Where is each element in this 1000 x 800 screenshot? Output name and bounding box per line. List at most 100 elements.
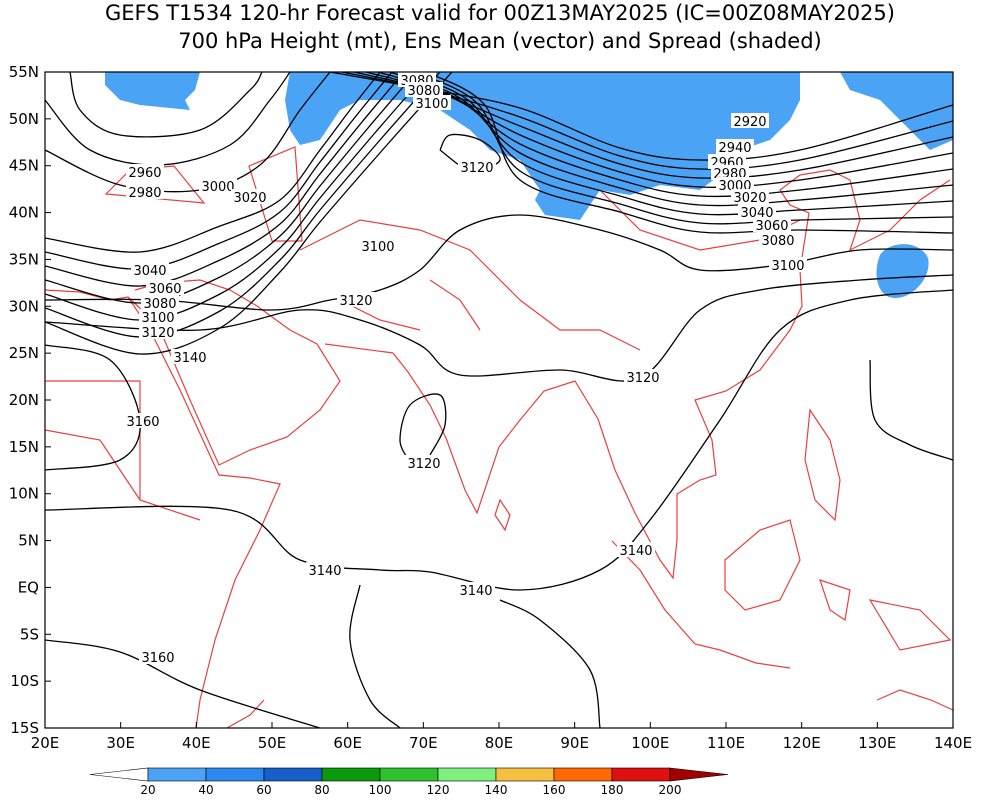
contour-label-bg xyxy=(141,295,179,310)
colorbar: 20 40 60 80 100 120 140 160 180 200 xyxy=(89,767,729,797)
colorbar-segment xyxy=(205,767,265,782)
contour-label-bg xyxy=(769,257,807,272)
colorbar-segment xyxy=(437,767,497,782)
contour-label-bg xyxy=(126,184,164,199)
lon-tick-label: 70E xyxy=(409,734,438,752)
contour-label-bg xyxy=(753,217,791,232)
contour-label-bg xyxy=(716,177,754,192)
colorbar-label: 140 xyxy=(485,783,508,797)
contour-label-bg xyxy=(759,232,797,247)
contour-line xyxy=(425,72,953,234)
colorbar-label: 40 xyxy=(198,783,213,797)
lat-tick-label: 20N xyxy=(9,391,39,409)
contour-label: 3120 xyxy=(460,161,493,176)
contour-label-bg xyxy=(731,113,769,128)
contour-label-bg xyxy=(617,542,655,557)
coastline xyxy=(611,540,791,669)
contour-label-bg xyxy=(199,178,237,193)
contour-line xyxy=(399,393,447,463)
lon-tick-label: 100E xyxy=(631,734,669,752)
contour-label-bg xyxy=(139,324,177,339)
lon-tick-label: 50E xyxy=(258,734,287,752)
lat-tick-label: 30N xyxy=(9,297,39,315)
contour-label: 3100 xyxy=(141,311,174,326)
lon-tick-label: 120E xyxy=(783,734,821,752)
contour-line xyxy=(401,72,953,216)
contour-label-bg xyxy=(405,455,443,470)
lon-tick-label: 140E xyxy=(934,734,972,752)
contour-line xyxy=(45,344,141,471)
colorbar-segment xyxy=(379,767,439,782)
contour-label-bg xyxy=(731,189,769,204)
contour-label: 3160 xyxy=(126,415,159,430)
colorbar-segment xyxy=(495,767,555,782)
contour-line xyxy=(45,72,291,166)
lat-tick-label: 15N xyxy=(9,438,39,456)
colorbar-label: 20 xyxy=(140,783,155,797)
contour-line xyxy=(45,274,953,382)
contour-labels: 3080308031002920294029602980300030203040… xyxy=(124,72,807,666)
contour-label-bg xyxy=(413,95,451,110)
lon-tick-label: 80E xyxy=(485,734,514,752)
height-contours xyxy=(45,72,953,728)
contour-label: 3120 xyxy=(626,371,659,386)
lat-tick-label: 5S xyxy=(20,625,39,643)
contour-label: 3140 xyxy=(308,564,341,579)
lat-tick-label: 55N xyxy=(9,63,39,81)
contour-label-bg xyxy=(337,292,375,307)
contour-label: 3060 xyxy=(148,282,181,297)
contour-label-bg xyxy=(139,309,177,324)
lat-tick-label: 25N xyxy=(9,344,39,362)
lon-tick-label: 20E xyxy=(31,734,60,752)
colorbar-segment xyxy=(263,767,323,782)
contour-line xyxy=(389,72,953,207)
map-frame xyxy=(44,71,954,729)
colorbar-label: 180 xyxy=(601,783,624,797)
lon-tick-label: 60E xyxy=(333,734,362,752)
spread-area xyxy=(105,72,200,110)
lat-tick-label: EQ xyxy=(18,578,39,596)
contour-line xyxy=(45,289,953,591)
contour-label: 3100 xyxy=(771,259,804,274)
contour-line xyxy=(45,72,417,304)
lon-tick-label: 110E xyxy=(707,734,745,752)
contour-label: 3020 xyxy=(233,191,266,206)
axes: 20E 30E 40E 50E 60E 70E 80E 90E 100E 110E 120E 130E… xyxy=(9,63,972,752)
contour-label: 3080 xyxy=(143,297,176,312)
contour-line xyxy=(45,72,381,253)
coastline xyxy=(876,689,953,711)
contour-label-bg xyxy=(131,262,169,277)
contour-label-bg xyxy=(716,139,754,154)
coastlines xyxy=(45,146,953,728)
contour-line xyxy=(413,72,953,225)
contour-line xyxy=(869,359,953,461)
colorbar-segment xyxy=(611,767,671,782)
lat-tick-label: 10N xyxy=(9,485,39,503)
coastline xyxy=(724,519,801,611)
coastline xyxy=(819,579,952,651)
contour-label-bg xyxy=(457,582,495,597)
contour-line xyxy=(45,72,405,287)
contour-line xyxy=(365,72,953,188)
contour-line xyxy=(45,72,441,338)
contour-label: 2980 xyxy=(128,186,161,201)
colorbar-end xyxy=(89,767,149,782)
contour-label: 3120 xyxy=(141,326,174,341)
contour-label: 3120 xyxy=(339,294,372,309)
contour-label: 3060 xyxy=(755,219,788,234)
contour-label: 2960 xyxy=(128,166,161,181)
lat-tick-label: 40N xyxy=(9,204,39,222)
contour-label-bg xyxy=(124,413,162,428)
contour-label: 3140 xyxy=(173,351,206,366)
title-line-1: GEFS T1534 120-hr Forecast valid for 00Z… xyxy=(105,1,895,25)
contour-label-bg xyxy=(624,369,662,384)
lon-tick-label: 30E xyxy=(106,734,135,752)
colorbar-label: 60 xyxy=(256,783,271,797)
contour-line xyxy=(69,72,263,138)
contour-label: 3160 xyxy=(141,651,174,666)
contour-label: 3140 xyxy=(619,544,652,559)
spread-area xyxy=(840,72,953,150)
coastline xyxy=(324,169,951,580)
